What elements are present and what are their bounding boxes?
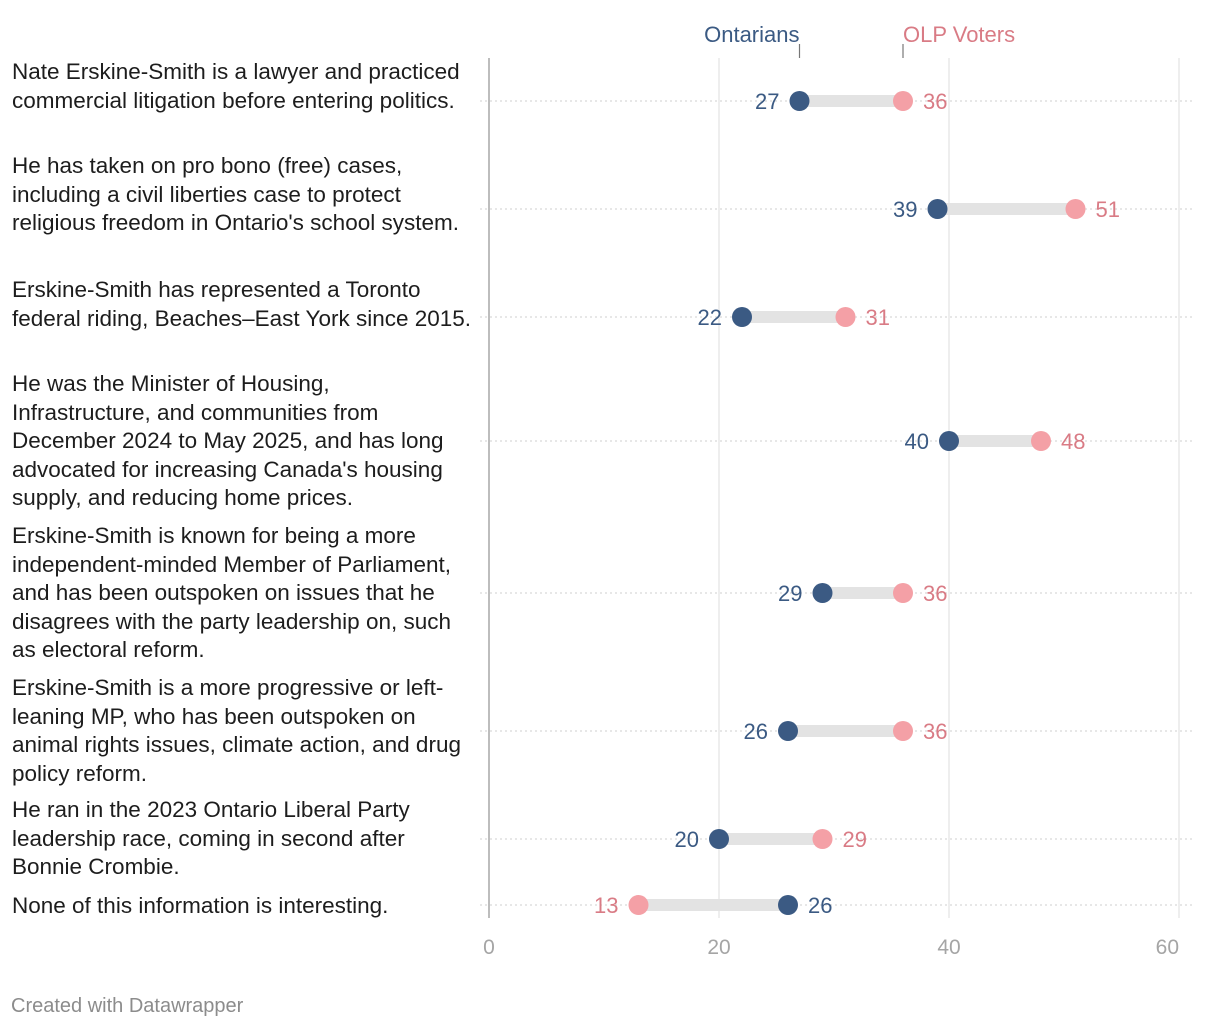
dot-ontarians [927, 199, 948, 219]
legend-olp-voters: OLP Voters [903, 22, 1015, 47]
dot-ontarians [789, 91, 810, 111]
row-label: Erskine-Smith has represented a Toronto … [12, 277, 472, 331]
row-label: Erskine-Smith is known for being a more … [12, 523, 452, 663]
dot-olp-voters [1031, 431, 1051, 451]
dot-ontarians [939, 431, 959, 451]
dot-ontarians [778, 721, 798, 741]
dot-olp-voters [1065, 199, 1086, 219]
x-tick-label: 60 [1156, 936, 1179, 959]
dot-olp-voters [893, 91, 913, 111]
credit-footer[interactable]: Created with Datawrapper [11, 995, 244, 1017]
row-label: He has taken on pro bono (free) cases, i… [12, 153, 459, 236]
dot-olp-voters [835, 307, 856, 327]
value-label-olp-voters: 31 [866, 305, 890, 330]
row-label: None of this information is interesting. [12, 893, 389, 918]
dot-olp-voters [628, 895, 649, 915]
dot-ontarians [812, 583, 833, 603]
value-label-ontarians: 26 [808, 893, 832, 918]
value-label-olp-voters: 51 [1096, 197, 1120, 222]
row-label: He ran in the 2023 Ontario Liberal Party… [12, 797, 410, 880]
row-label: He was the Minister of Housing, Infrastr… [12, 371, 444, 511]
value-label-ontarians: 40 [905, 429, 929, 454]
dot-olp-voters [893, 583, 913, 603]
row-label: Erskine-Smith is a more progressive or l… [12, 675, 461, 786]
value-label-olp-voters: 36 [923, 89, 947, 114]
value-label-ontarians: 29 [778, 581, 802, 606]
value-label-ontarians: 22 [698, 305, 722, 330]
value-label-olp-voters: 48 [1061, 429, 1085, 454]
value-label-ontarians: 39 [893, 197, 917, 222]
value-label-ontarians: 20 [675, 827, 699, 852]
value-label-ontarians: 26 [744, 719, 768, 744]
dot-ontarians [778, 895, 798, 915]
x-tick-label: 40 [937, 936, 960, 959]
value-label-olp-voters: 13 [594, 893, 618, 918]
row-label: Nate Erskine-Smith is a lawyer and pract… [12, 59, 460, 113]
dot-ontarians [732, 307, 752, 327]
legend-ontarians: Ontarians [704, 22, 799, 47]
value-label-olp-voters: 36 [923, 719, 947, 744]
dot-ontarians [709, 829, 729, 849]
x-tick-label: 0 [483, 936, 495, 959]
value-label-ontarians: 27 [755, 89, 779, 114]
dot-olp-voters [893, 721, 913, 741]
value-label-olp-voters: 36 [923, 581, 947, 606]
value-label-olp-voters: 29 [843, 827, 867, 852]
x-tick-label: 20 [707, 936, 730, 959]
dot-olp-voters [812, 829, 833, 849]
